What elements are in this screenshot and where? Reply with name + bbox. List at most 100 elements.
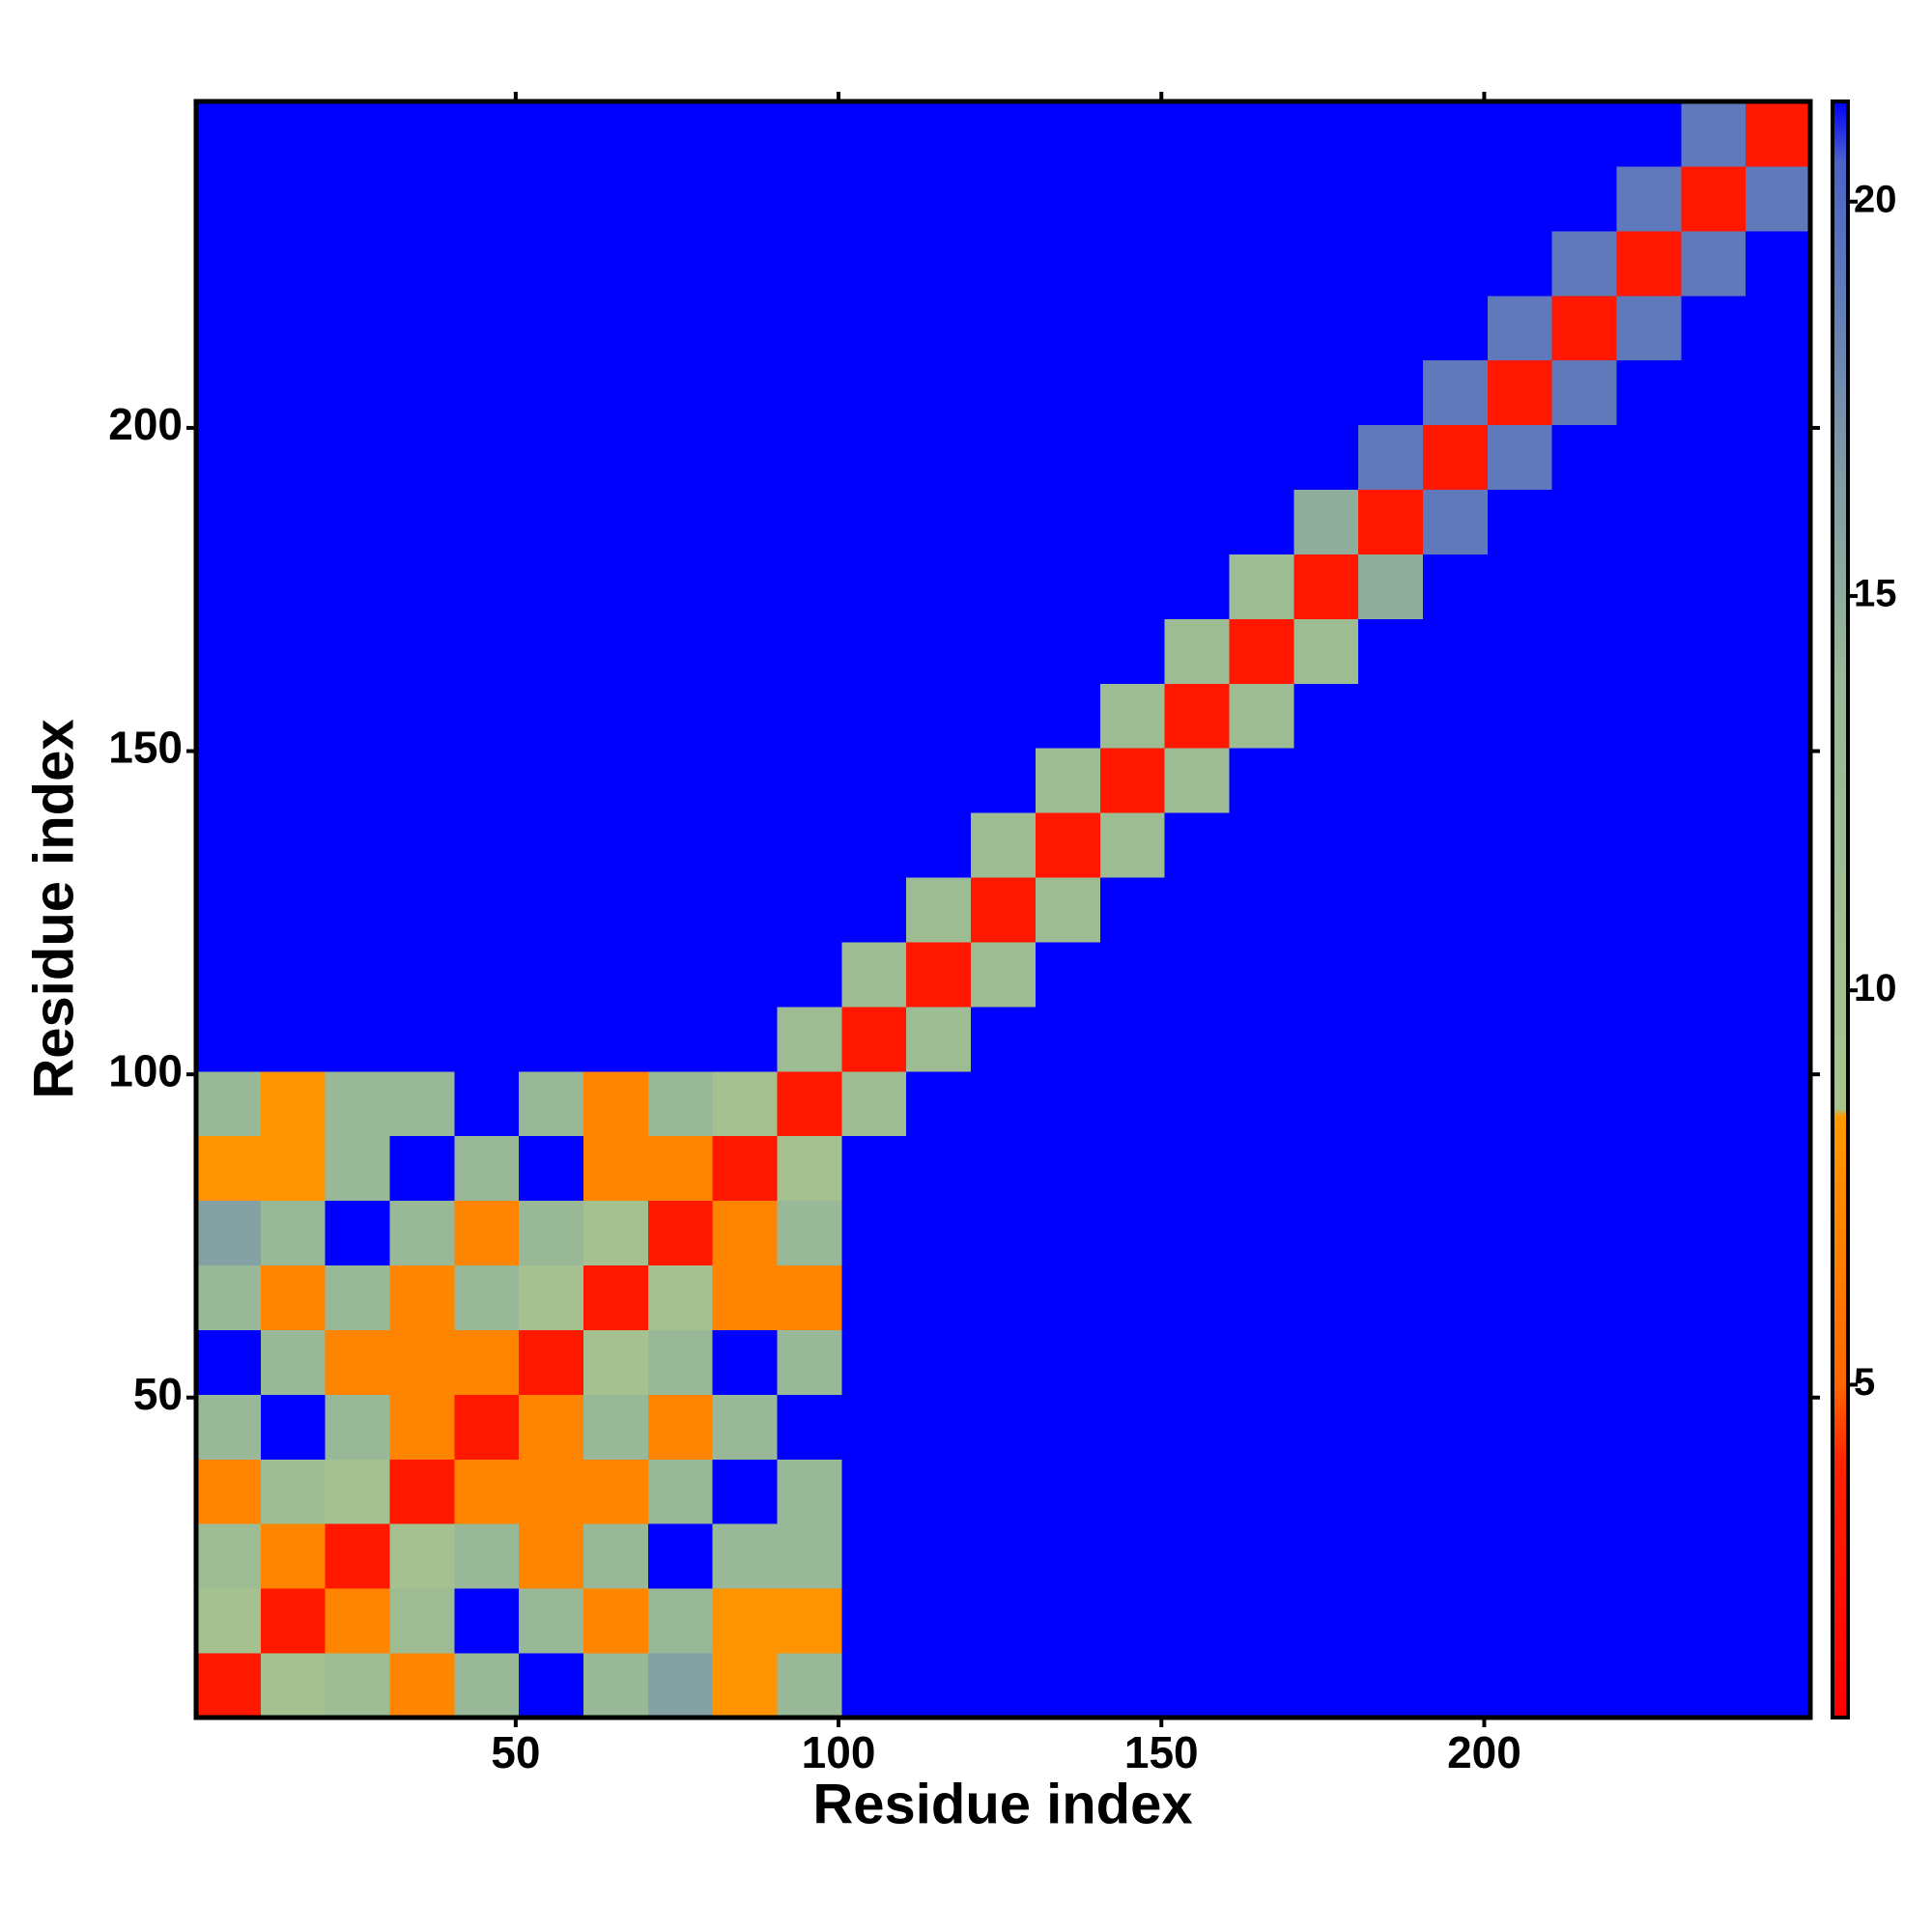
cell <box>1035 941 1101 1008</box>
cell <box>389 1135 455 1202</box>
cell <box>260 941 327 1008</box>
cell <box>906 1523 972 1589</box>
cell <box>1293 1459 1359 1524</box>
cell <box>906 295 972 361</box>
cell <box>971 1200 1037 1266</box>
cell <box>1681 1394 1747 1460</box>
cell <box>1422 1006 1489 1072</box>
cell <box>1293 683 1359 749</box>
cell <box>906 1200 972 1266</box>
colorbar-tick-label: 20 <box>1854 178 1897 220</box>
cell <box>1293 1070 1359 1137</box>
cell <box>1616 683 1682 749</box>
cell <box>1487 1135 1553 1202</box>
cell <box>906 812 972 878</box>
cell <box>712 748 779 813</box>
cell <box>1293 748 1359 813</box>
cell <box>1422 1200 1489 1266</box>
cell <box>519 618 584 684</box>
cell <box>260 1523 327 1589</box>
cell <box>841 1459 907 1524</box>
cell <box>971 618 1037 684</box>
cell <box>519 1653 584 1719</box>
cell <box>325 1006 391 1072</box>
cell <box>1164 1329 1230 1395</box>
cell <box>1229 618 1294 684</box>
cell <box>1358 1588 1424 1654</box>
cell <box>583 1523 649 1589</box>
cell <box>1487 1523 1553 1589</box>
cell <box>1164 489 1230 554</box>
cell <box>325 618 391 684</box>
cell <box>1293 1588 1359 1654</box>
cell <box>1293 1394 1359 1460</box>
cell <box>1551 1006 1617 1072</box>
cell <box>777 359 842 426</box>
cell <box>1035 101 1101 167</box>
cell <box>1164 1523 1230 1589</box>
cell <box>1616 101 1682 167</box>
cell <box>1229 1070 1294 1137</box>
cell <box>389 1006 455 1072</box>
cell <box>647 618 714 684</box>
cell <box>971 1070 1037 1137</box>
cell <box>1099 1135 1166 1202</box>
cell <box>1746 1329 1811 1395</box>
cell <box>196 1394 262 1460</box>
cell <box>1229 941 1294 1008</box>
cell <box>1293 877 1359 943</box>
cell <box>777 812 842 878</box>
cell <box>712 230 779 297</box>
cell <box>1487 1394 1553 1460</box>
cell <box>196 877 262 943</box>
cell <box>712 165 779 232</box>
cell <box>712 1006 779 1072</box>
plot-frame <box>193 99 1813 1720</box>
cell <box>454 101 520 167</box>
cell <box>1358 1653 1424 1719</box>
cell <box>454 1588 520 1654</box>
cell <box>1164 1264 1230 1330</box>
cell <box>1229 683 1294 749</box>
cell <box>1487 618 1553 684</box>
x-axis-title: Residue index <box>812 1773 1192 1835</box>
cell <box>325 1459 391 1524</box>
cell <box>1035 489 1101 554</box>
cell <box>1164 1135 1230 1202</box>
cell <box>1551 812 1617 878</box>
cell <box>1099 1070 1166 1137</box>
cell <box>583 1200 649 1266</box>
cell <box>1681 941 1747 1008</box>
cell <box>647 748 714 813</box>
cell <box>906 1588 972 1654</box>
cell <box>906 101 972 167</box>
cell <box>583 489 649 554</box>
cell <box>971 748 1037 813</box>
y-tick-label: 200 <box>108 399 183 449</box>
cell <box>260 748 327 813</box>
cell <box>519 295 584 361</box>
cell <box>196 359 262 426</box>
cell <box>1616 230 1682 297</box>
cell <box>1035 683 1101 749</box>
cell <box>583 683 649 749</box>
cell <box>196 618 262 684</box>
cell <box>1035 1459 1101 1524</box>
cell <box>196 748 262 813</box>
cell <box>841 1006 907 1072</box>
cell <box>712 1653 779 1719</box>
cell <box>519 877 584 943</box>
cell <box>841 1200 907 1266</box>
cell <box>260 424 327 491</box>
cell <box>1229 230 1294 297</box>
cell <box>1293 1329 1359 1395</box>
cell <box>325 230 391 297</box>
cell <box>1164 1070 1230 1137</box>
cell <box>1358 683 1424 749</box>
colorbar-tick-label: 5 <box>1854 1361 1875 1404</box>
cell <box>712 877 779 943</box>
colorbar-tick-label: 15 <box>1854 573 1897 615</box>
cell <box>1164 101 1230 167</box>
cell <box>841 941 907 1008</box>
cell <box>1487 683 1553 749</box>
